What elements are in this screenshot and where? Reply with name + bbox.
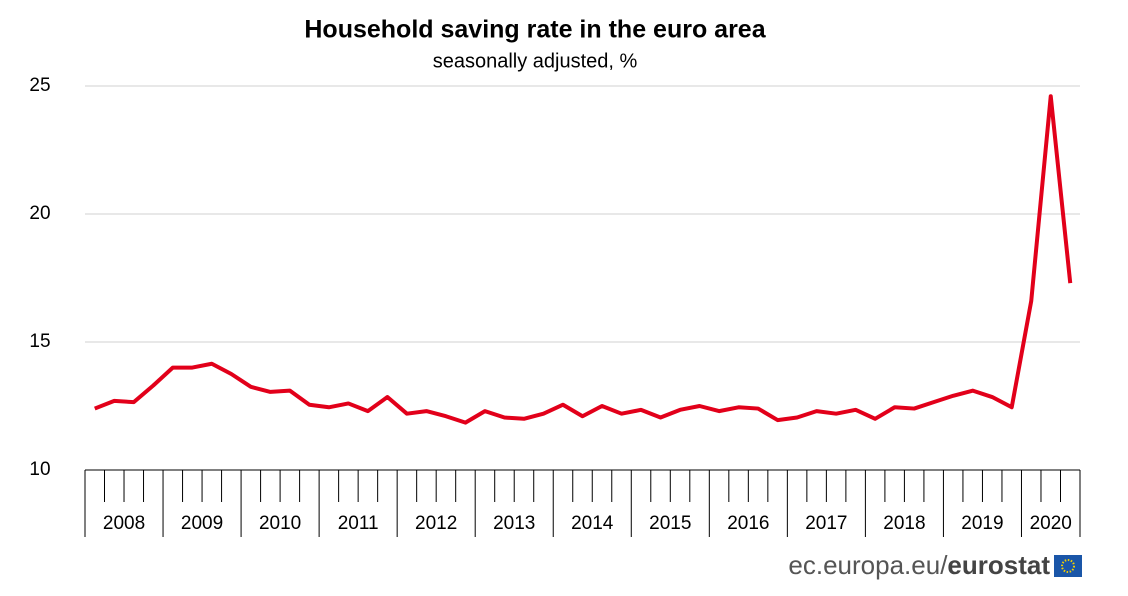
x-group-label: 2011 — [338, 513, 379, 534]
x-group-label: 2017 — [805, 513, 847, 534]
chart-title: Household saving rate in the euro area — [304, 16, 766, 44]
y-tick-label: 15 — [29, 331, 50, 352]
eu-flag — [1054, 555, 1082, 577]
y-tick-label: 25 — [29, 75, 50, 96]
x-group-label: 2014 — [571, 513, 614, 534]
chart-subtitle: seasonally adjusted, % — [433, 50, 638, 72]
x-group-label: 2013 — [493, 513, 535, 534]
y-tick-label: 10 — [29, 459, 50, 480]
x-group-label: 2020 — [1030, 513, 1072, 534]
x-group-label: 2010 — [259, 513, 301, 534]
y-tick-label: 20 — [29, 203, 50, 224]
source-domain: ec.europa.eu/ — [788, 550, 948, 580]
source: ec.europa.eu/eurostat — [788, 550, 1050, 580]
x-group-label: 2016 — [727, 513, 769, 534]
x-group-label: 2019 — [961, 513, 1003, 534]
x-group-label: 2018 — [883, 513, 925, 534]
x-group-label: 2012 — [415, 513, 457, 534]
x-group-label: 2009 — [181, 513, 223, 534]
source-brand: eurostat — [947, 550, 1050, 580]
x-group-label: 2015 — [649, 513, 691, 534]
data-line — [94, 94, 1073, 425]
x-group-label: 2008 — [103, 513, 145, 534]
